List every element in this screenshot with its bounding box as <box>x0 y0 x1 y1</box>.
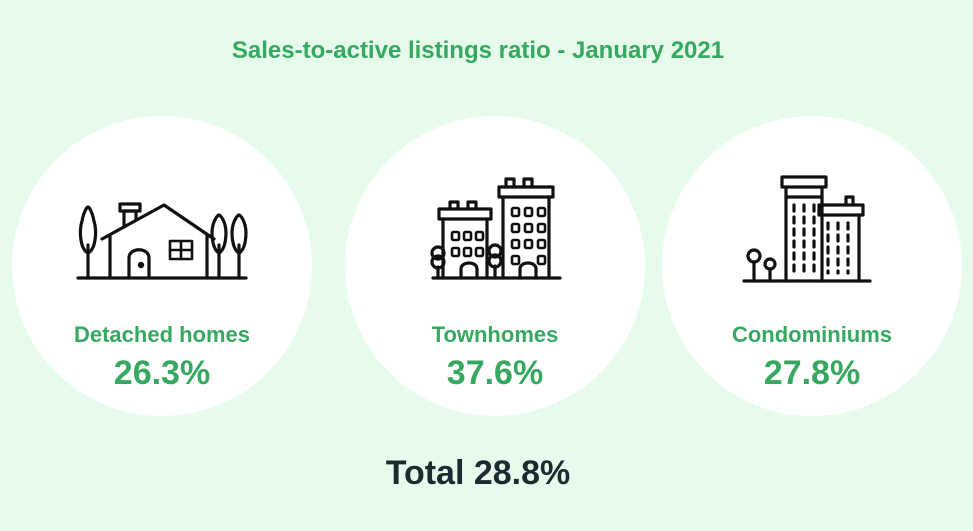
house-icon <box>62 141 262 291</box>
condominiums-card: Condominiums 27.8% <box>662 116 962 416</box>
category-label: Townhomes <box>431 322 559 347</box>
category-label: Detached homes <box>73 322 251 347</box>
category-value: 26.3% <box>113 354 211 392</box>
townhouses-icon <box>395 141 595 291</box>
category-value: 37.6% <box>446 354 544 392</box>
category-label: Condominiums <box>731 322 893 347</box>
page-title: Sales-to-active listings ratio - January… <box>231 37 725 64</box>
townhomes-card: Townhomes 37.6% <box>345 116 645 416</box>
category-value: 27.8% <box>763 354 861 392</box>
condo-building-icon <box>712 141 912 291</box>
detached-homes-card: Detached homes 26.3% <box>12 116 312 416</box>
total-ratio: Total 28.8% <box>385 454 571 492</box>
